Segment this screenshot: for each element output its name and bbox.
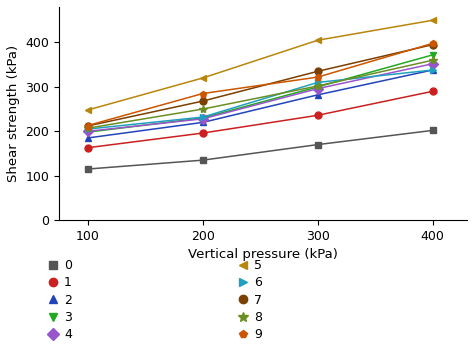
Legend: 5, 6, 7, 8, 9: 5, 6, 7, 8, 9 — [234, 255, 265, 345]
Y-axis label: Shear strength (kPa): Shear strength (kPa) — [7, 45, 20, 182]
Legend: 0, 1, 2, 3, 4: 0, 1, 2, 3, 4 — [44, 255, 76, 345]
X-axis label: Vertical pressure (kPa): Vertical pressure (kPa) — [188, 248, 338, 261]
